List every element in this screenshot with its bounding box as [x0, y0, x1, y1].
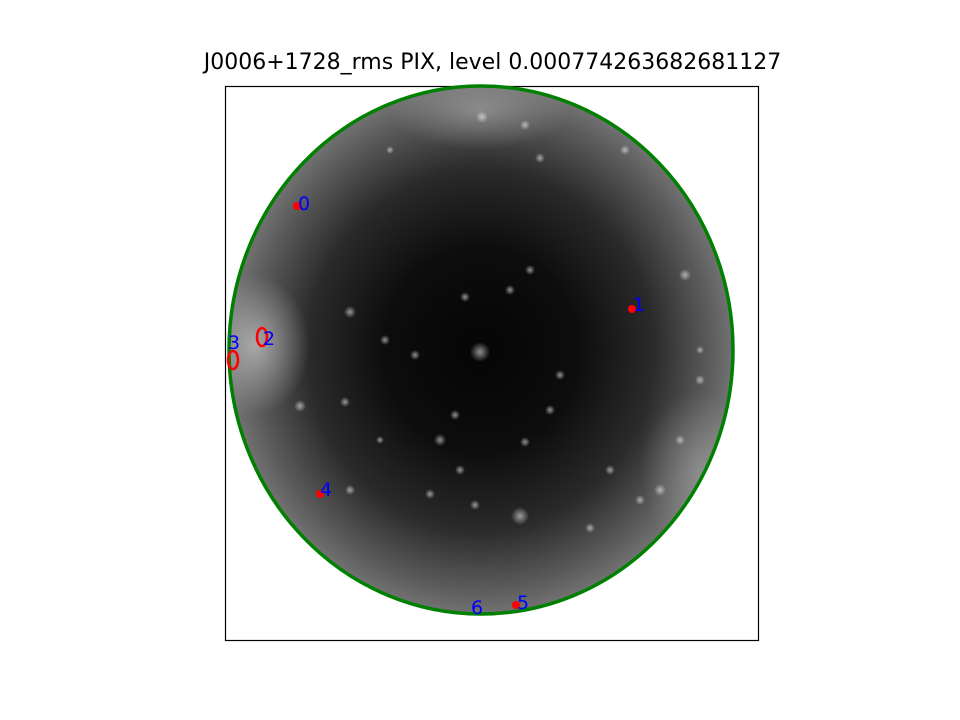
- faint-source-blob: [545, 405, 555, 415]
- faint-source-blob: [605, 465, 615, 475]
- source-label-3: 3: [228, 332, 240, 354]
- plot-title: J0006+1728_rms PIX, level 0.000774263682…: [203, 50, 782, 75]
- faint-source-blob: [505, 285, 515, 295]
- faint-source-blob: [695, 375, 705, 385]
- faint-source-blob: [511, 507, 529, 525]
- faint-source-blob: [654, 484, 666, 496]
- faint-source-blob: [470, 500, 480, 510]
- source-marker-0: [293, 202, 301, 210]
- faint-source-blob: [520, 120, 530, 130]
- faint-source-blob: [455, 465, 465, 475]
- faint-source-blob: [675, 435, 685, 445]
- faint-source-blob: [294, 400, 306, 412]
- contour-2: [255, 326, 269, 348]
- source-label-2: 2: [263, 328, 275, 350]
- faint-source-blob: [635, 495, 645, 505]
- faint-source-blob: [679, 269, 691, 281]
- faint-source-blob: [410, 350, 420, 360]
- faint-source-blob: [460, 292, 470, 302]
- faint-source-blob: [345, 485, 355, 495]
- faint-source-blob: [376, 436, 384, 444]
- source-marker-1: [628, 305, 636, 313]
- source-label-6: 6: [471, 597, 483, 619]
- faint-source-blob: [585, 523, 595, 533]
- source-label-4: 4: [320, 479, 332, 501]
- faint-source-blob: [696, 346, 704, 354]
- source-label-5: 5: [517, 592, 529, 614]
- source-marker-4: [316, 490, 324, 498]
- faint-source-blob: [470, 342, 490, 362]
- source-label-0: 0: [298, 193, 310, 215]
- faint-source-blob: [476, 111, 488, 123]
- faint-source-blob: [520, 437, 530, 447]
- faint-source-blob: [380, 335, 390, 345]
- faint-source-blob: [425, 489, 435, 499]
- field-boundary: [227, 84, 735, 616]
- faint-source-blob: [620, 145, 630, 155]
- faint-source-blob: [344, 306, 356, 318]
- source-label-1: 1: [633, 294, 645, 316]
- faint-source-blob: [535, 153, 545, 163]
- source-marker-5: [512, 601, 520, 609]
- faint-source-blob: [555, 370, 565, 380]
- contour-3: [226, 349, 240, 371]
- faint-source-blob: [525, 265, 535, 275]
- faint-source-blob: [386, 146, 394, 154]
- faint-source-blob: [450, 410, 460, 420]
- faint-source-blob: [340, 397, 350, 407]
- faint-source-blob: [434, 434, 446, 446]
